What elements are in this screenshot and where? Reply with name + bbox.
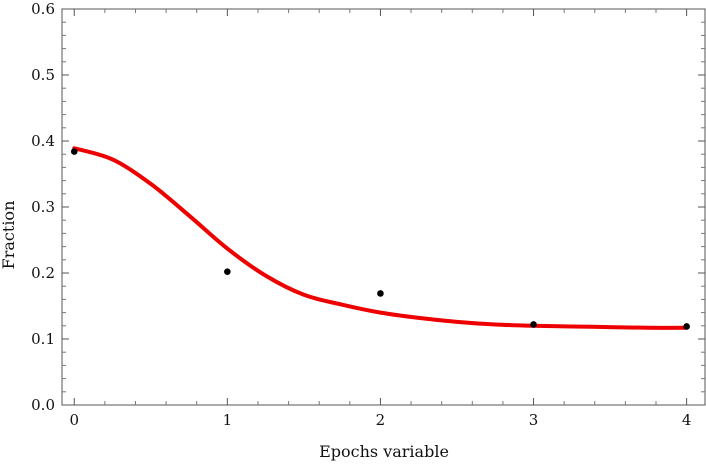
data-point [683, 323, 690, 330]
x-tick-label: 3 [529, 411, 539, 429]
data-point [530, 321, 537, 328]
fit-curve [72, 146, 689, 330]
plot-frame [61, 8, 706, 406]
y-tick-label: 0.3 [31, 198, 55, 216]
x-tick-label: 2 [376, 411, 386, 429]
y-axis-title: Fraction [0, 201, 18, 270]
y-tick-label: 0.4 [31, 132, 55, 150]
plot-area [70, 146, 690, 330]
axes: 0 1 2 3 4 0.0 0.1 0.2 0.3 0.4 0.5 0.6 [31, 0, 706, 429]
data-point [377, 290, 384, 297]
x-tick-label: 1 [223, 411, 233, 429]
x-tick-label: 4 [682, 411, 692, 429]
y-tick-label: 0.2 [31, 264, 55, 282]
data-point [224, 268, 231, 275]
y-tick-label: 0.6 [31, 0, 55, 18]
y-tick-label: 0.1 [31, 330, 55, 348]
data-point [70, 148, 78, 155]
x-axis-title: Epochs variable [319, 442, 449, 461]
x-tick-label: 0 [69, 411, 79, 429]
y-tick-label: 0.0 [31, 396, 55, 414]
y-tick-label: 0.5 [31, 66, 55, 84]
